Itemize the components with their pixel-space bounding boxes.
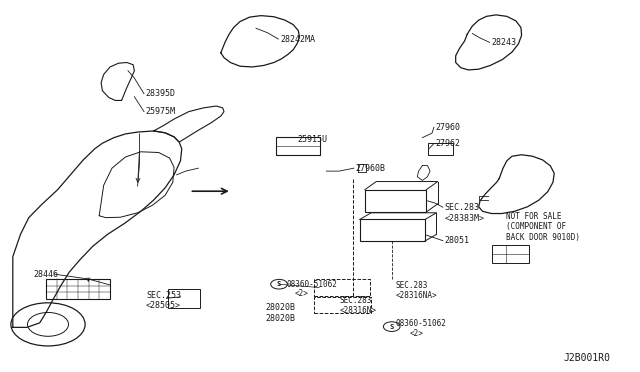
Text: J2B001R0: J2B001R0 <box>563 353 610 363</box>
Bar <box>314 279 370 296</box>
Text: <28505>: <28505> <box>146 301 181 310</box>
Bar <box>314 297 371 313</box>
Bar <box>276 137 320 155</box>
Bar <box>46 279 110 299</box>
Text: <28383M>: <28383M> <box>444 214 484 223</box>
Text: <28316NA>: <28316NA> <box>396 291 437 300</box>
Text: (COMPONENT OF: (COMPONENT OF <box>506 222 566 231</box>
Text: <2>: <2> <box>410 329 424 338</box>
Text: BACK DOOR 9010D): BACK DOOR 9010D) <box>506 233 580 242</box>
Bar <box>168 289 200 308</box>
Text: 27962: 27962 <box>435 139 460 148</box>
Text: 27960B: 27960B <box>355 164 385 173</box>
Text: 28242MA: 28242MA <box>280 35 316 44</box>
Text: 08360-51062: 08360-51062 <box>396 319 446 328</box>
Bar <box>365 190 426 212</box>
Text: 25915U: 25915U <box>298 135 328 144</box>
Text: 28051: 28051 <box>444 236 469 245</box>
Text: <2>: <2> <box>294 289 308 298</box>
Circle shape <box>383 322 400 331</box>
Circle shape <box>271 279 287 289</box>
Text: NOT FOR SALE: NOT FOR SALE <box>506 212 561 221</box>
Text: SEC.253: SEC.253 <box>146 291 181 300</box>
Bar <box>492 245 529 263</box>
Text: S: S <box>390 324 394 330</box>
Bar <box>428 143 453 155</box>
Text: 25975M: 25975M <box>146 107 176 116</box>
Text: SEC.283: SEC.283 <box>444 203 479 212</box>
Text: 28395D: 28395D <box>146 89 176 98</box>
Text: 27960: 27960 <box>435 123 460 132</box>
Bar <box>360 219 425 241</box>
Text: <28316N>: <28316N> <box>339 306 376 315</box>
Text: S: S <box>277 281 281 287</box>
Text: 28020B: 28020B <box>266 303 296 312</box>
Text: 28243: 28243 <box>492 38 516 47</box>
Text: SEC.283: SEC.283 <box>339 296 372 305</box>
Text: 28446: 28446 <box>34 270 59 279</box>
Text: 28020B: 28020B <box>266 314 296 323</box>
Text: SEC.283: SEC.283 <box>396 281 428 290</box>
Text: 08360-51062: 08360-51062 <box>287 280 337 289</box>
